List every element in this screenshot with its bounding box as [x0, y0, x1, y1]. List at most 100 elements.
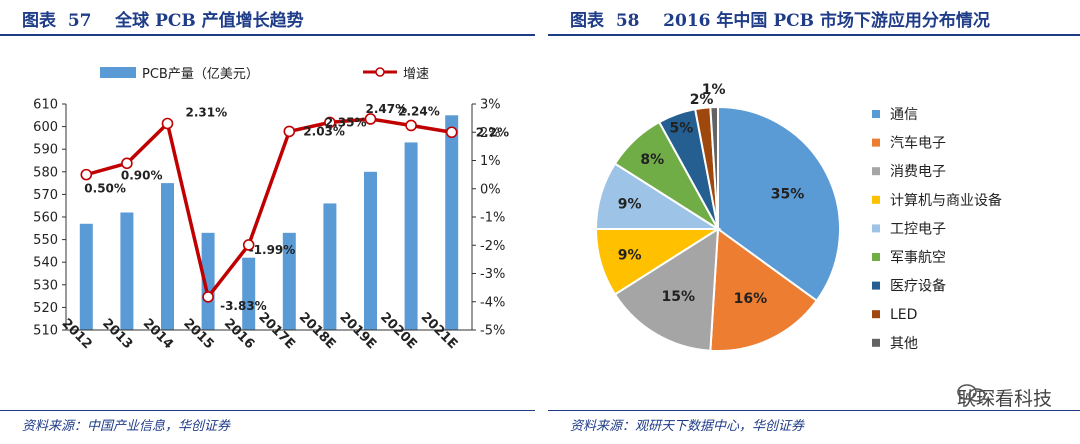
legend-swatch-计算机与商业设备 [872, 195, 880, 204]
right-chart-panel: 图表 58 2016 年中国 PCB 市场下游应用分布情况 35% 16% 15% 9… [548, 0, 1080, 444]
right-tick-label: -5% [480, 324, 505, 339]
right-source-rule [548, 410, 1080, 411]
pie-data-label: 1% [702, 82, 726, 98]
growth-data-label: 2.24% [398, 104, 440, 118]
growth-data-label: -3.83% [220, 299, 267, 313]
left-tick-label: 570 [33, 188, 58, 203]
pie-slice-通信 [717, 105, 841, 303]
legend-label: 计算机与商业设备 [890, 192, 1002, 209]
growth-data-label: -1.99% [249, 243, 296, 257]
legend-swatch-其他 [872, 338, 880, 347]
pie-data-label: 5% [670, 120, 694, 136]
growth-data-label: 2.2% [476, 125, 509, 139]
legend-swatch-医疗设备 [872, 281, 880, 290]
right-tick-label: -2% [480, 239, 505, 254]
right-tick-label: -1% [480, 211, 505, 226]
legend-line-label: 增速 [403, 67, 429, 82]
growth-point-2021E [445, 126, 458, 139]
growth-point-2019E [364, 113, 377, 125]
left-source-rule [0, 410, 535, 411]
pie-data-label: 8% [640, 152, 664, 168]
right-chart-title: 图表 58 2016 年中国 PCB 市场下游应用分布情况 [570, 11, 990, 31]
pie-slice-其他 [709, 105, 719, 230]
growth-point-2018E [324, 116, 336, 129]
right-title-rule [548, 34, 1080, 36]
left-tick-label: 540 [33, 256, 58, 271]
left-tick-label: 560 [33, 211, 58, 226]
growth-data-label: 2.35% [325, 115, 367, 129]
growth-data-label: 0.90% [121, 168, 163, 182]
legend-bar-swatch [100, 67, 136, 78]
bar-2013 [120, 212, 134, 330]
right-chart-source: 资料来源：观研天下数据中心，华创证券 [570, 419, 805, 434]
right-tick-label: 0% [480, 182, 501, 197]
legend-swatch-通信 [872, 110, 880, 118]
growth-point-2013 [121, 157, 133, 170]
legend-label: 军事航空 [890, 250, 946, 266]
right-tick-label: 1% [480, 154, 501, 169]
bar-2020E [404, 142, 418, 330]
pcb-output-chart: PCB产量（亿美元） 增速 510 520 530 540 550 560 570 580 590 6… [33, 67, 509, 352]
right-tick-label: 2% [480, 126, 501, 141]
bar-2017E [282, 232, 296, 330]
bar-2014 [161, 183, 174, 330]
left-tick-label: 590 [33, 143, 58, 158]
growth-point-2014 [161, 117, 174, 130]
legend-label: 通信 [890, 107, 918, 123]
left-title-rule [0, 34, 535, 36]
legend-label: 工控电子 [890, 221, 946, 237]
legend-label: LED [890, 307, 917, 323]
growth-rate-line [85, 117, 452, 299]
right-tick-label: -3% [480, 267, 505, 282]
pie-data-label: 15% [662, 289, 696, 305]
left-tick-label: 550 [33, 233, 58, 248]
pie-data-label: 16% [734, 291, 768, 307]
growth-data-label: 0.50% [84, 182, 126, 196]
pie-slice-消费电子 [613, 227, 720, 352]
growth-point-2020E [405, 119, 417, 132]
left-chart-source: 资料来源：中国产业信息，华创证券 [22, 419, 231, 434]
legend-swatch-军事航空 [872, 253, 880, 261]
chart-legend: PCB产量（亿美元） 增速 [100, 67, 429, 82]
pie-slice-汽车电子 [709, 227, 819, 352]
left-tick-label: 520 [33, 301, 58, 316]
left-tick-label: 600 [33, 120, 58, 135]
pie-data-label: 9% [618, 196, 642, 212]
legend-swatch-LED [872, 310, 880, 319]
growth-point-2015 [202, 291, 214, 303]
bar-2019E [364, 171, 377, 330]
legend-bar-label: PCB产量（亿美元） [142, 67, 259, 82]
legend-label: 医疗设备 [890, 278, 946, 295]
right-tick-label: 3% [480, 98, 501, 113]
legend-line-marker [375, 67, 385, 77]
legend-label: 其他 [890, 336, 918, 352]
bar-2018E [323, 203, 337, 330]
growth-point-2017E [283, 125, 296, 138]
left-tick-label: 530 [33, 278, 58, 293]
bar-2015 [201, 232, 215, 330]
right-tick-label: -4% [480, 295, 505, 310]
pcb-application-pie-chart: 35% 16% 15% 9% 9% 8% 5% 2%1% 通信汽车电子消费电子计算机与商业设备工… [594, 82, 1002, 352]
watermark: 耿琛看科技 [957, 384, 1052, 411]
legend-swatch-汽车电子 [872, 138, 880, 147]
growth-data-label: 2.31% [186, 105, 228, 119]
left-chart-title: 图表 57 全球 PCB 产值增长趋势 [22, 11, 304, 31]
growth-data-label: 2.03% [303, 124, 345, 138]
watermark-text: 耿琛看科技 [956, 388, 1052, 410]
pie-data-label: 2% [690, 92, 714, 108]
bar-2021E [445, 115, 459, 330]
left-tick-label: 610 [33, 98, 58, 113]
bar-2016 [242, 257, 256, 330]
left-chart-panel: 图表 57 全球 PCB 产值增长趋势 PCB产量（亿美元） 增速 510 520 53… [0, 0, 535, 444]
pie-data-label: 35% [771, 187, 805, 203]
legend-swatch-工控电子 [872, 224, 880, 233]
pie-data-label: 9% [618, 248, 642, 264]
bar-2012 [79, 223, 93, 330]
legend-label: 消费电子 [890, 164, 946, 180]
growth-point-2012 [80, 168, 93, 181]
growth-data-label: 2.47% [366, 102, 408, 116]
wechat-icon [957, 384, 986, 402]
left-tick-label: 580 [33, 165, 58, 180]
legend-swatch-消费电子 [872, 167, 880, 176]
growth-point-2016 [242, 239, 255, 251]
